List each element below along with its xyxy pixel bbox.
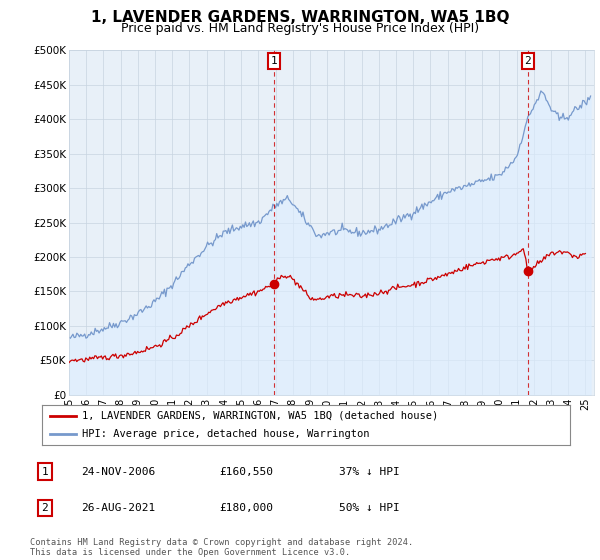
Text: HPI: Average price, detached house, Warrington: HPI: Average price, detached house, Warr…	[82, 430, 369, 439]
Text: 1, LAVENDER GARDENS, WARRINGTON, WA5 1BQ (detached house): 1, LAVENDER GARDENS, WARRINGTON, WA5 1BQ…	[82, 411, 438, 421]
Text: 1, LAVENDER GARDENS, WARRINGTON, WA5 1BQ: 1, LAVENDER GARDENS, WARRINGTON, WA5 1BQ	[91, 10, 509, 25]
Text: 24-NOV-2006: 24-NOV-2006	[81, 466, 155, 477]
Text: 2: 2	[41, 503, 49, 513]
Text: 1: 1	[271, 56, 277, 66]
Text: £160,550: £160,550	[219, 466, 273, 477]
Text: 37% ↓ HPI: 37% ↓ HPI	[339, 466, 400, 477]
Text: 2: 2	[524, 56, 531, 66]
Text: £180,000: £180,000	[219, 503, 273, 513]
Text: Contains HM Land Registry data © Crown copyright and database right 2024.
This d: Contains HM Land Registry data © Crown c…	[30, 538, 413, 557]
Text: 50% ↓ HPI: 50% ↓ HPI	[339, 503, 400, 513]
Text: Price paid vs. HM Land Registry's House Price Index (HPI): Price paid vs. HM Land Registry's House …	[121, 22, 479, 35]
Text: 1: 1	[41, 466, 49, 477]
Text: 26-AUG-2021: 26-AUG-2021	[81, 503, 155, 513]
